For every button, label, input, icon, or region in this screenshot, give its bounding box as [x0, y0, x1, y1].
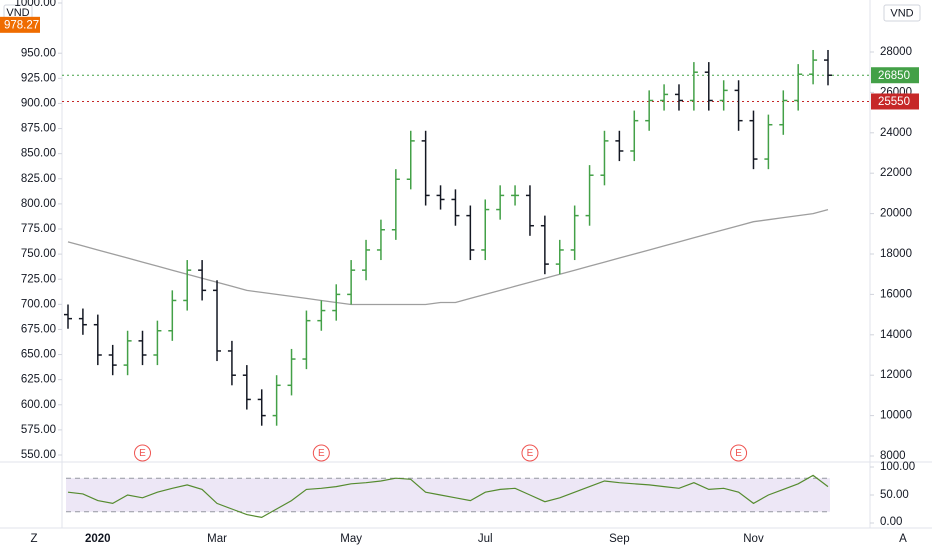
y-tick-label: 850.00: [21, 148, 56, 160]
y-tick-label: 800.00: [21, 198, 56, 210]
y2-tick-label: 12000: [880, 369, 912, 381]
y2-tick-label: 24000: [880, 127, 912, 139]
y-tick-label: 925.00: [21, 72, 56, 84]
event-label: E: [735, 448, 742, 459]
y-tick-label: 650.00: [21, 349, 56, 361]
price-tag-label: 978.27: [4, 19, 39, 31]
y-tick-label: 550.00: [21, 449, 56, 461]
x-tick-label: Jul: [478, 533, 493, 545]
event-marker[interactable]: [521, 444, 539, 462]
y2-tick-label: 22000: [880, 167, 912, 179]
y2-tick-label: 14000: [880, 329, 912, 341]
price-tag-label: 25550: [878, 96, 910, 108]
y-tick-label: 725.00: [21, 273, 56, 285]
y-tick-label: 775.00: [21, 223, 56, 235]
x-tick-label: Sep: [609, 533, 629, 545]
rsi-band: [66, 478, 830, 512]
rsi-tick-label: 50.00: [880, 489, 909, 501]
y-tick-label: 950.00: [21, 47, 56, 59]
event-label: E: [318, 448, 325, 459]
y-tick-label: 1000.00: [14, 0, 56, 9]
y2-tick-label: 16000: [880, 288, 912, 300]
event-marker[interactable]: [134, 444, 152, 462]
y-tick-label: 625.00: [21, 374, 56, 386]
y2-tick-label: 8000: [880, 450, 906, 462]
currency-label: VND: [890, 7, 913, 19]
y-tick-label: 700.00: [21, 298, 56, 310]
event-marker[interactable]: [730, 444, 748, 462]
event-label: E: [139, 448, 146, 459]
y-tick-label: 600.00: [21, 399, 56, 411]
event-label: E: [527, 448, 534, 459]
y-tick-label: 750.00: [21, 248, 56, 260]
x-tick-label: Mar: [207, 533, 227, 545]
y2-tick-label: 10000: [880, 410, 912, 422]
button-a[interactable]: A: [899, 533, 907, 545]
rsi-tick-label: 0.00: [880, 516, 902, 528]
currency-box[interactable]: [883, 4, 921, 22]
x-tick-label: Nov: [743, 533, 764, 545]
price-tag: [0, 16, 40, 33]
y-tick-label: 875.00: [21, 123, 56, 135]
rsi-line: [67, 474, 829, 519]
price-tag-label: 26850: [878, 70, 910, 82]
y2-tick-label: 20000: [880, 208, 912, 220]
rsi-tick-label: 100.00: [880, 461, 915, 473]
price-tag: [871, 93, 919, 110]
y-tick-label: 900.00: [21, 97, 56, 109]
moving-average: [67, 208, 829, 306]
x-tick-label: May: [340, 533, 362, 545]
currency-label: VND: [6, 7, 29, 19]
button-z[interactable]: Z: [30, 533, 37, 545]
x-tick-label: 2020: [85, 533, 111, 545]
y2-tick-label: 18000: [880, 248, 912, 260]
y-tick-label: 825.00: [21, 173, 56, 185]
event-marker[interactable]: [312, 444, 330, 462]
y-tick-label: 675.00: [21, 323, 56, 335]
price-tag: [871, 67, 919, 84]
y-tick-label: 575.00: [21, 424, 56, 436]
y2-tick-label: 28000: [880, 46, 912, 58]
